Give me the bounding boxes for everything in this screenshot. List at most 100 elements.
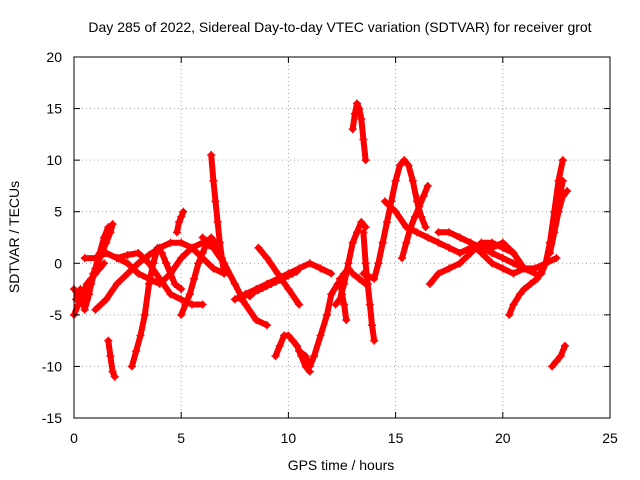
axis-ticks bbox=[73, 56, 611, 419]
data-point bbox=[498, 254, 507, 263]
data-point bbox=[177, 295, 186, 304]
data-point bbox=[413, 228, 422, 237]
data-point bbox=[322, 310, 331, 319]
chart-title: Day 285 of 2022, Sidereal Day-to-day VTE… bbox=[88, 19, 591, 35]
data-point bbox=[80, 305, 89, 314]
data-point bbox=[207, 233, 216, 242]
data-point bbox=[301, 352, 310, 361]
data-point bbox=[149, 259, 158, 268]
data-point bbox=[520, 285, 529, 294]
data-point bbox=[563, 187, 572, 196]
y-tick-label: -10 bbox=[42, 358, 62, 374]
data-point bbox=[331, 300, 340, 309]
data-point bbox=[140, 310, 149, 319]
data-point bbox=[89, 269, 98, 278]
data-point bbox=[552, 254, 561, 263]
data-point bbox=[190, 274, 199, 283]
x-axis-title: GPS time / hours bbox=[288, 457, 395, 473]
data-point bbox=[406, 223, 415, 232]
data-point bbox=[541, 259, 550, 268]
data-point bbox=[254, 243, 263, 252]
data-series bbox=[70, 99, 572, 381]
data-point bbox=[327, 269, 336, 278]
data-point bbox=[177, 254, 186, 263]
data-point bbox=[187, 243, 196, 252]
data-point bbox=[355, 104, 364, 113]
data-point bbox=[292, 267, 301, 276]
data-point bbox=[207, 150, 216, 159]
data-point bbox=[342, 316, 351, 325]
data-point bbox=[466, 248, 475, 257]
data-point bbox=[166, 290, 175, 299]
data-point bbox=[530, 264, 539, 273]
data-point bbox=[250, 288, 259, 297]
data-point bbox=[284, 285, 293, 294]
data-point bbox=[515, 290, 524, 299]
data-point bbox=[335, 274, 344, 283]
data-point bbox=[558, 156, 567, 165]
data-point bbox=[209, 243, 218, 252]
data-point bbox=[554, 207, 563, 216]
data-point bbox=[93, 259, 102, 268]
data-point bbox=[404, 161, 413, 170]
data-point bbox=[123, 251, 132, 260]
data-point bbox=[211, 197, 220, 206]
data-point bbox=[316, 331, 325, 340]
data-point bbox=[288, 336, 297, 345]
data-point bbox=[258, 284, 267, 293]
data-point bbox=[560, 341, 569, 350]
data-point bbox=[292, 341, 301, 350]
data-point bbox=[344, 259, 353, 268]
data-point bbox=[177, 212, 186, 221]
data-point bbox=[488, 243, 497, 252]
series-arc-31 bbox=[549, 342, 568, 370]
data-point bbox=[400, 156, 409, 165]
data-point bbox=[363, 279, 372, 288]
data-point bbox=[198, 233, 207, 242]
x-tick-labels: 0 5 10 15 20 25 bbox=[70, 430, 618, 446]
data-point bbox=[295, 346, 304, 355]
data-point bbox=[391, 176, 400, 185]
data-point bbox=[123, 269, 132, 278]
data-point bbox=[370, 274, 379, 283]
data-point bbox=[106, 352, 115, 361]
data-point bbox=[123, 259, 132, 268]
data-point bbox=[545, 248, 554, 257]
data-point bbox=[237, 295, 246, 304]
data-point bbox=[91, 254, 100, 263]
data-point bbox=[348, 238, 357, 247]
data-point bbox=[526, 279, 535, 288]
data-point bbox=[505, 310, 514, 319]
y-tick-label: 5 bbox=[54, 204, 62, 220]
data-point bbox=[162, 259, 171, 268]
x-tick-label: 15 bbox=[388, 430, 404, 446]
data-point bbox=[391, 207, 400, 216]
data-point bbox=[145, 274, 154, 283]
data-point bbox=[383, 218, 392, 227]
data-point bbox=[361, 156, 370, 165]
data-point bbox=[353, 99, 362, 108]
data-point bbox=[213, 218, 222, 227]
data-point bbox=[275, 341, 284, 350]
data-point bbox=[175, 218, 184, 227]
data-point bbox=[166, 238, 175, 247]
data-point bbox=[145, 251, 154, 260]
data-point bbox=[271, 352, 280, 361]
data-point bbox=[185, 290, 194, 299]
data-point bbox=[108, 367, 117, 376]
data-point bbox=[209, 176, 218, 185]
data-point bbox=[509, 300, 518, 309]
data-point bbox=[378, 238, 387, 247]
series-arc-19 bbox=[336, 275, 350, 323]
data-point bbox=[76, 285, 85, 294]
data-point bbox=[295, 300, 304, 309]
data-point bbox=[170, 279, 179, 288]
data-point bbox=[359, 269, 368, 278]
data-point bbox=[132, 346, 141, 355]
data-point bbox=[355, 274, 364, 283]
data-point bbox=[104, 336, 113, 345]
x-tick-label: 20 bbox=[495, 430, 511, 446]
data-point bbox=[423, 181, 432, 190]
data-point bbox=[134, 269, 143, 278]
data-point bbox=[552, 357, 561, 366]
